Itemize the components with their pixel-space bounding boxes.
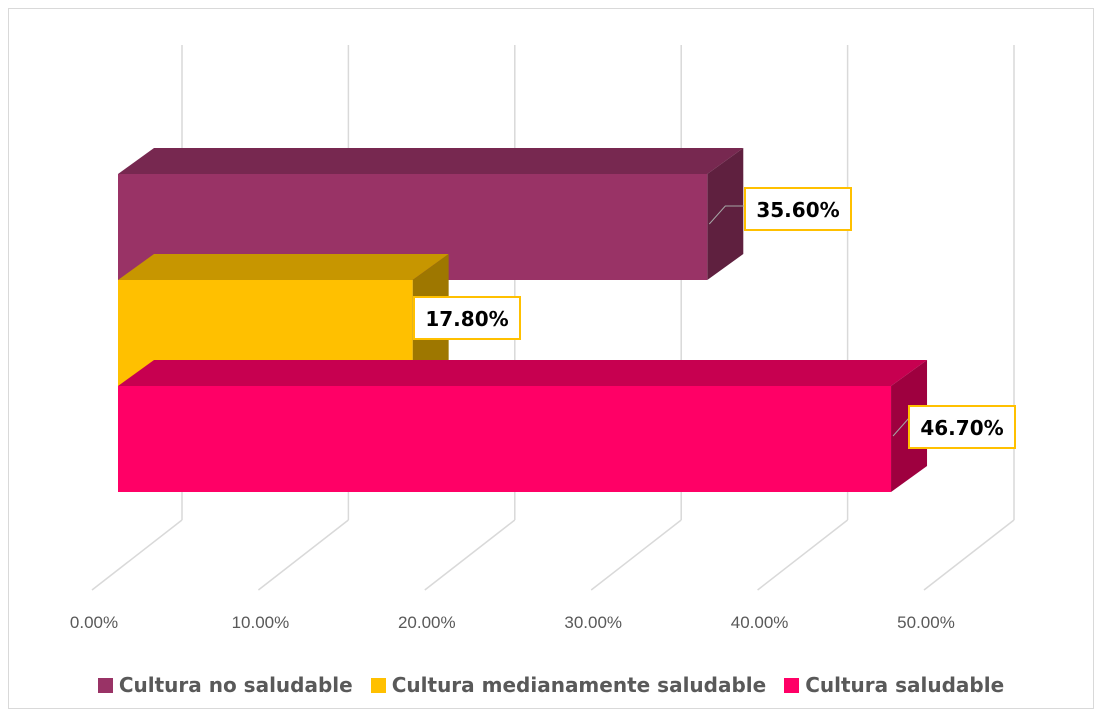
x-tick-label: 10.00% <box>232 613 290 632</box>
legend-item-cultura-medianamente-saludable[interactable]: Cultura medianamente saludable <box>371 673 766 697</box>
legend-label: Cultura no saludable <box>119 673 353 697</box>
gridline-floor <box>258 520 348 590</box>
x-tick-label: 40.00% <box>731 613 789 632</box>
legend-swatch <box>784 678 799 693</box>
bar-cultura-saludable <box>118 386 891 492</box>
x-tick-label: 50.00% <box>897 613 955 632</box>
bar-top-cultura-saludable <box>118 360 927 386</box>
x-tick-label: 20.00% <box>398 613 456 632</box>
legend-swatch <box>98 678 113 693</box>
bar-top-cultura-medianamente-saludable <box>118 254 449 280</box>
data-label: 35.60% <box>756 198 839 222</box>
legend-swatch <box>371 678 386 693</box>
x-tick-label: 0.00% <box>70 613 118 632</box>
legend-label: Cultura saludable <box>805 673 1004 697</box>
legend-item-cultura-saludable[interactable]: Cultura saludable <box>784 673 1004 697</box>
legend-item-cultura-no-saludable[interactable]: Cultura no saludable <box>98 673 353 697</box>
x-tick-label: 30.00% <box>564 613 622 632</box>
legend-label: Cultura medianamente saludable <box>392 673 766 697</box>
gridline-floor <box>924 520 1014 590</box>
chart-legend: Cultura no saludable Cultura medianament… <box>0 668 1102 702</box>
bar-top-cultura-no-saludable <box>118 148 743 174</box>
gridline-floor <box>758 520 848 590</box>
data-label: 46.70% <box>920 416 1003 440</box>
gridline-floor <box>425 520 515 590</box>
gridline-floor <box>591 520 681 590</box>
data-label: 17.80% <box>425 307 508 331</box>
gridline-floor <box>92 520 182 590</box>
